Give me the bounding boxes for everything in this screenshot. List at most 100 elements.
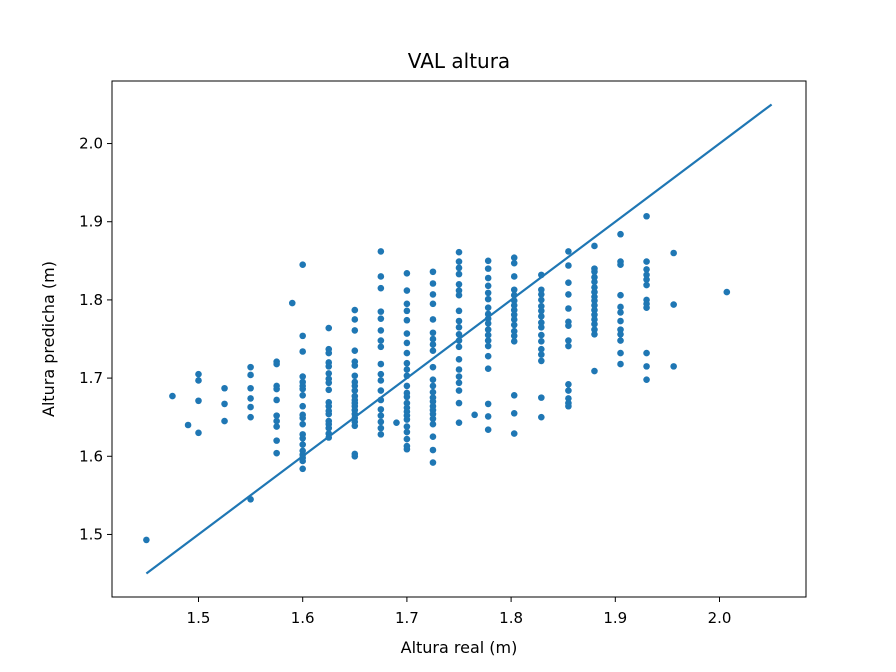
chart-title: VAL altura (408, 49, 510, 73)
data-point (510, 311, 518, 319)
data-point (617, 230, 624, 238)
data-point (325, 324, 333, 332)
data-point (565, 402, 572, 410)
data-point (538, 291, 545, 298)
y-tick-label: 1.5 (79, 525, 103, 543)
data-point (429, 415, 437, 423)
data-point (377, 418, 385, 426)
data-point (591, 316, 598, 323)
data-point (455, 343, 463, 351)
data-point (299, 391, 306, 399)
data-point (617, 337, 624, 344)
data-point (273, 417, 280, 425)
data-point (591, 311, 598, 319)
data-point (403, 399, 411, 407)
data-point (351, 347, 359, 355)
data-point (377, 370, 385, 378)
data-point (377, 377, 385, 384)
data-point (325, 434, 333, 441)
data-point (403, 445, 411, 453)
data-point (429, 291, 437, 298)
data-point (591, 320, 598, 328)
data-point (670, 363, 677, 370)
data-point (565, 322, 572, 330)
data-point (429, 316, 437, 323)
data-point (723, 288, 731, 296)
data-point (299, 332, 306, 340)
data-point (299, 457, 306, 465)
data-point (510, 306, 518, 314)
x-axis-label: Altura real (m) (401, 638, 518, 657)
data-point (565, 342, 572, 350)
data-point (484, 304, 492, 312)
data-point (643, 276, 650, 283)
data-point (643, 304, 650, 312)
data-point (247, 395, 254, 402)
y-tick-label: 1.7 (79, 369, 103, 387)
data-point (299, 420, 306, 428)
data-point (643, 349, 650, 357)
data-point (377, 412, 385, 419)
data-point (484, 365, 492, 373)
data-point (273, 449, 280, 457)
data-point (247, 413, 254, 421)
data-point (143, 536, 150, 544)
data-point (377, 248, 385, 255)
data-point (617, 291, 624, 299)
data-point (591, 268, 598, 276)
data-point (538, 331, 545, 339)
data-point (351, 452, 359, 460)
data-point (247, 384, 254, 392)
x-tick-label: 1.6 (291, 609, 315, 627)
data-point (221, 400, 228, 408)
data-point (377, 406, 385, 413)
data-point (377, 424, 385, 432)
data-point (484, 337, 492, 344)
data-point (617, 303, 624, 311)
data-point (565, 395, 572, 402)
x-tick-label: 2.0 (708, 609, 732, 627)
data-point (484, 326, 492, 333)
data-point (455, 356, 463, 363)
data-point (643, 258, 650, 265)
data-point (484, 400, 492, 408)
data-point (273, 423, 280, 430)
data-point (643, 376, 650, 383)
data-point (484, 426, 492, 433)
data-point (538, 271, 545, 279)
data-point (484, 289, 492, 297)
data-point (429, 388, 437, 396)
y-tick-label: 2.0 (79, 135, 103, 153)
data-point (670, 249, 677, 257)
data-point (591, 367, 598, 375)
data-point (325, 363, 333, 370)
data-point (429, 347, 437, 355)
data-point (393, 419, 400, 426)
data-point (351, 306, 359, 314)
data-point (455, 317, 463, 325)
data-point (429, 363, 437, 371)
data-point (510, 297, 518, 304)
data-point (377, 431, 385, 438)
data-point (455, 258, 463, 265)
data-point (484, 310, 492, 318)
data-point (510, 254, 518, 261)
data-point (591, 288, 598, 296)
data-point (643, 266, 650, 273)
data-point (403, 270, 411, 277)
data-point (377, 273, 385, 280)
data-point (288, 299, 296, 307)
y-tick-label: 1.6 (79, 447, 103, 465)
data-point (325, 379, 333, 387)
x-tick-label: 1.8 (499, 609, 523, 627)
data-point (617, 360, 624, 368)
data-point (403, 307, 411, 315)
data-point (403, 423, 411, 430)
data-point (455, 270, 463, 278)
data-point (184, 421, 192, 429)
data-point (538, 357, 545, 365)
data-point (351, 327, 359, 334)
data-point (591, 273, 598, 281)
data-point (247, 363, 254, 371)
